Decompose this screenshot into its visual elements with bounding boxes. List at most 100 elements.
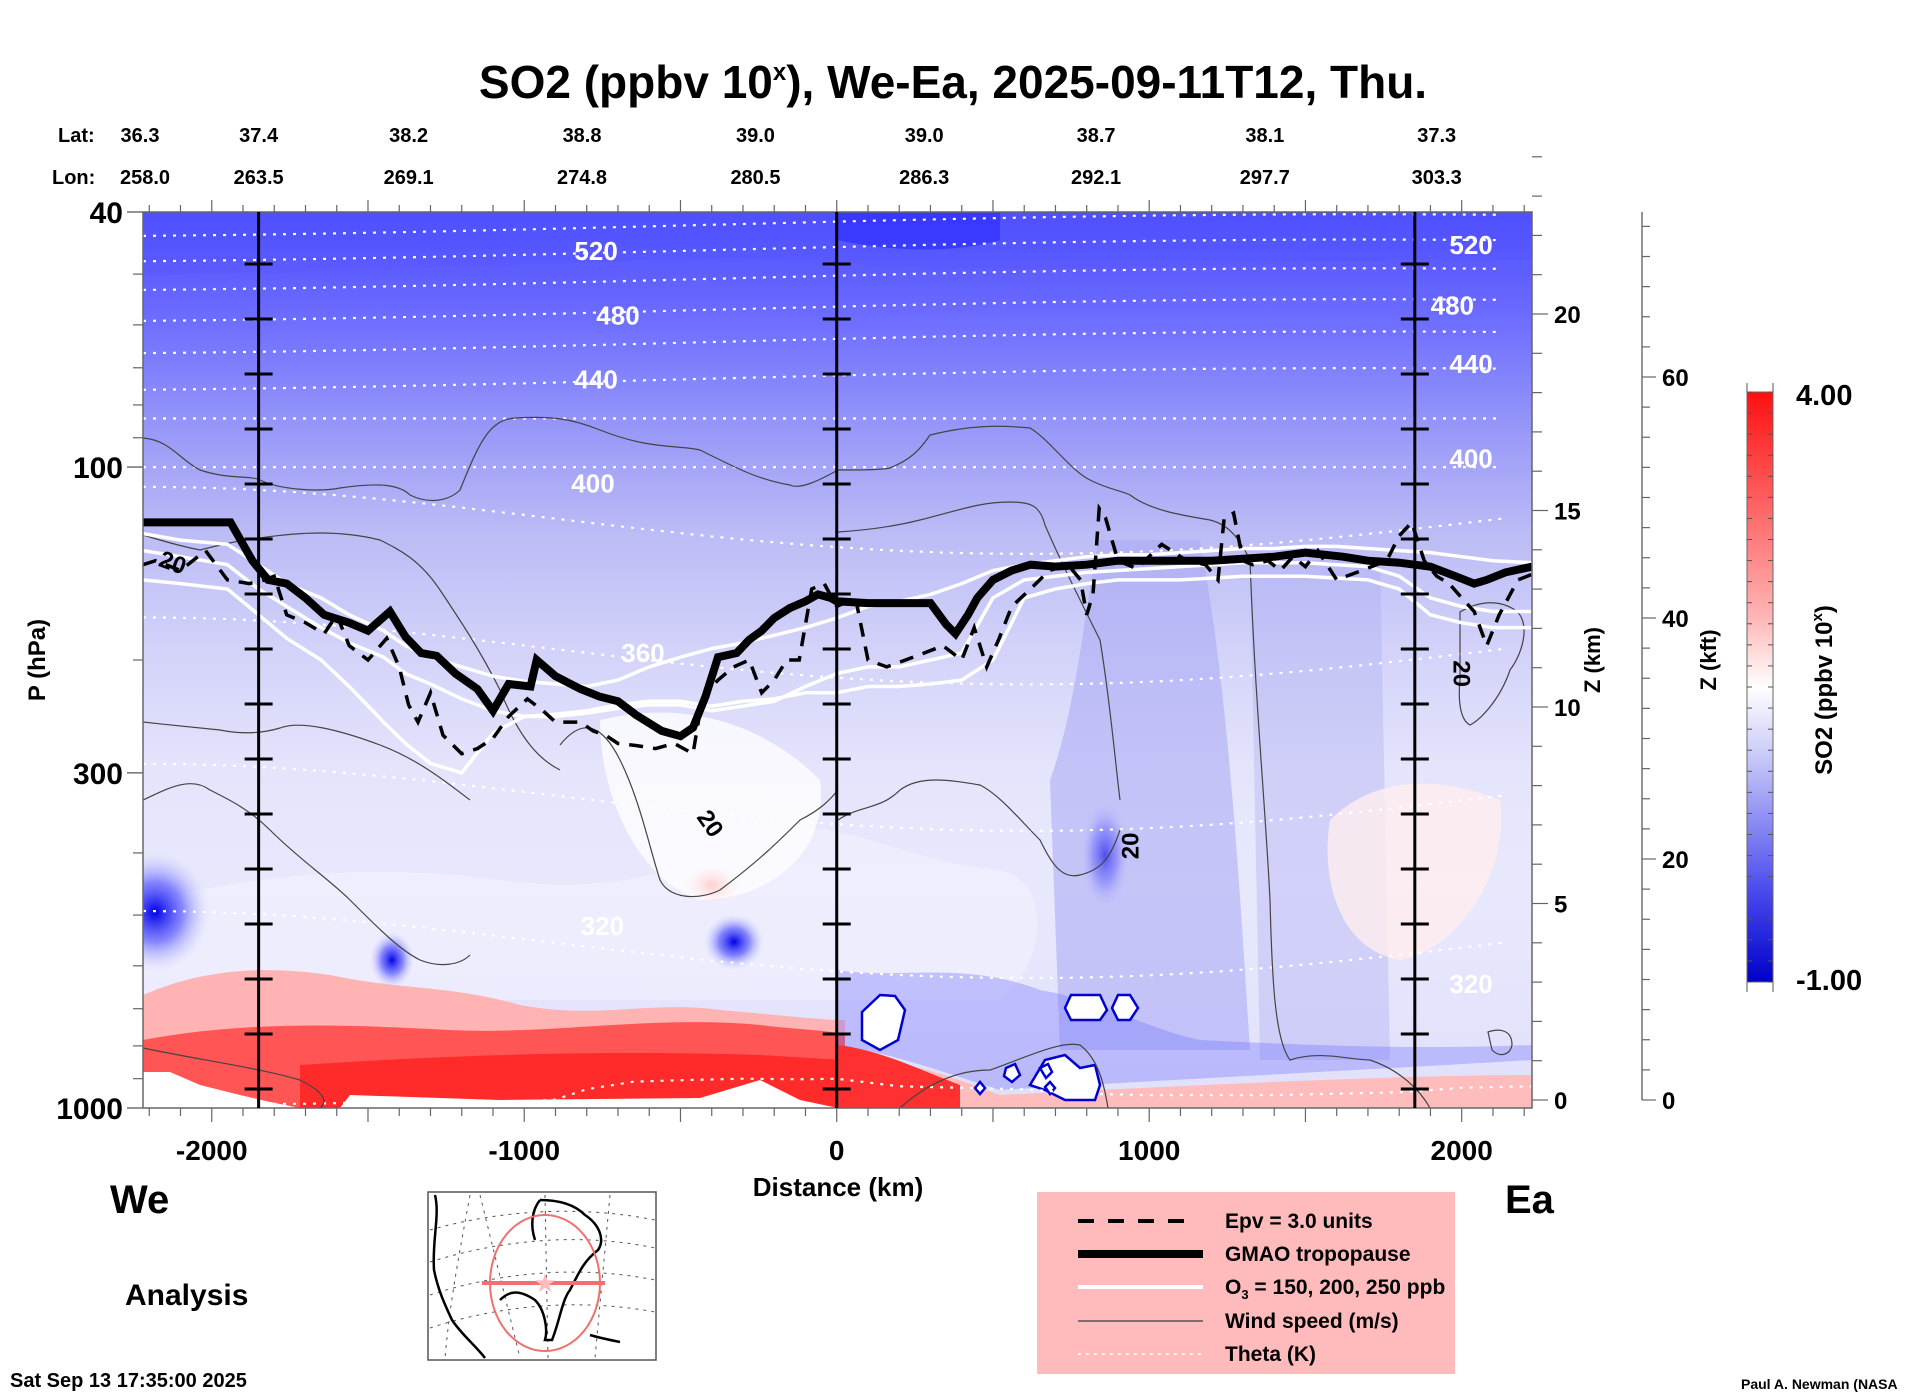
legend-background xyxy=(1037,1192,1455,1374)
missing-data-island xyxy=(1002,1062,1022,1084)
missing-data-island xyxy=(1110,993,1140,1022)
missing-data-terrain-west xyxy=(143,1072,300,1108)
theta-label: 320 xyxy=(1449,969,1492,999)
wind-contour-surface-west xyxy=(143,1047,325,1108)
z-km-axis-label: Z (km) xyxy=(1580,627,1605,693)
theta-contour-460 xyxy=(143,330,1503,355)
lat-label: Lat: xyxy=(58,125,95,147)
lon-value: 269.1 xyxy=(384,167,434,189)
p-tick-label: 40 xyxy=(90,197,123,230)
location-inset-map: ★ xyxy=(427,1191,657,1361)
colorbar: 4.00 -1.00 SO2 (ppbv 10x) xyxy=(1746,380,1862,997)
theta-label: 440 xyxy=(574,364,617,394)
missing-data-island xyxy=(1063,993,1109,1022)
lat-value: 38.2 xyxy=(389,125,428,147)
theta-label: 480 xyxy=(596,300,639,330)
chart-title: SO2 (ppbv 10x), We-Ea, 2025-09-11T12, Th… xyxy=(479,56,1427,108)
lon-value: 258.0 xyxy=(120,167,170,189)
so2-boundary-layer-east xyxy=(838,1059,1532,1108)
so2-pink-blob xyxy=(684,865,740,905)
lat-lon-header: 36.3 37.4 38.2 38.8 39.0 39.0 38.7 38.1 37.3 258.… xyxy=(120,125,1462,189)
theta-label: 360 xyxy=(621,638,664,668)
p-tick-label: 100 xyxy=(73,452,123,485)
inset-map-frame xyxy=(427,1191,657,1361)
theta-label: 520 xyxy=(1449,230,1492,260)
z-kft-tick-label: 60 xyxy=(1662,365,1689,392)
theta-label: 440 xyxy=(1449,349,1492,379)
legend: Epv = 3.0 units GMAO tropopause O3 = 150… xyxy=(1037,1192,1455,1374)
lon-value: 303.3 xyxy=(1412,167,1462,189)
missing-data-island xyxy=(1038,1062,1054,1081)
legend-label-tropopause: GMAO tropopause xyxy=(1225,1243,1411,1266)
timestamp: Sat Sep 13 17:35:00 2025 xyxy=(10,1370,247,1392)
x-tick-label: 2000 xyxy=(1431,1135,1493,1166)
lat-value: 38.1 xyxy=(1245,125,1284,147)
lat-value: 38.7 xyxy=(1077,125,1116,147)
missing-data-island xyxy=(860,993,907,1052)
theta-label: 320 xyxy=(581,911,624,941)
p-tick-label: 300 xyxy=(73,758,123,791)
theta-label: 400 xyxy=(1449,444,1492,474)
vertical-markers xyxy=(244,212,1429,1108)
x-tick-label: 0 xyxy=(829,1135,845,1166)
east-label: Ea xyxy=(1505,1178,1555,1222)
analysis-label: Analysis xyxy=(125,1279,248,1312)
lon-value: 274.8 xyxy=(557,167,607,189)
colorbar-max-label: 4.00 xyxy=(1796,380,1852,412)
wind-contour-jet-upper xyxy=(143,416,1251,561)
y-axis-label: P (hPa) xyxy=(24,619,51,701)
so2-blue-band-east xyxy=(838,970,1532,1090)
wind-speed-label: 20 xyxy=(1448,660,1475,687)
so2-min-patch xyxy=(838,212,1000,250)
so2-column-east xyxy=(1050,540,1250,1050)
legend-label-wind: Wind speed (m/s) xyxy=(1225,1310,1399,1333)
x-tick-label: -1000 xyxy=(488,1135,560,1166)
wind-contour-east xyxy=(837,501,1121,801)
p-tick-label: 1000 xyxy=(56,1093,123,1126)
wind-contour-20-center xyxy=(559,727,839,898)
theta-contour-520 xyxy=(143,238,1503,263)
legend-label-theta: Theta (K) xyxy=(1225,1343,1316,1366)
z-kft-tick-label: 40 xyxy=(1662,606,1689,633)
theta-contour-380 xyxy=(143,485,1503,556)
wind-contour-surface-east xyxy=(899,1043,1109,1108)
lon-value: 280.5 xyxy=(730,167,780,189)
wind-contour-mid-west xyxy=(143,721,471,801)
gmao-tropopause xyxy=(143,518,1532,741)
legend-label-epv: Epv = 3.0 units xyxy=(1225,1210,1373,1233)
inset-coastlines xyxy=(432,1194,621,1359)
theta-label: 520 xyxy=(574,236,617,266)
lat-value: 39.0 xyxy=(736,125,775,147)
theta-contour-440 xyxy=(143,367,1503,391)
tropopause-line xyxy=(143,518,1532,741)
lat-value: 39.0 xyxy=(905,125,944,147)
credit: Paul A. Newman (NASA xyxy=(1741,1376,1898,1392)
z-km-tick-label: 0 xyxy=(1554,1088,1567,1115)
so2-boundary-layer-east-core xyxy=(838,1045,960,1108)
theta-contour-340 xyxy=(143,762,1503,833)
lon-value: 292.1 xyxy=(1071,167,1121,189)
lat-value: 38.8 xyxy=(563,125,602,147)
colorbar-ticks xyxy=(1746,383,1774,992)
lon-value: 286.3 xyxy=(899,167,949,189)
z-kft-tick-label: 20 xyxy=(1662,847,1689,874)
lon-value: 263.5 xyxy=(234,167,284,189)
wind-contour-closed-small xyxy=(1487,1029,1513,1056)
lat-value: 37.3 xyxy=(1417,125,1456,147)
lon-value: 297.7 xyxy=(1240,167,1290,189)
theta-contour-540 xyxy=(143,213,1503,237)
axes: -2000 -1000 0 1000 2000 40 100 300 1000 0 5 10 15 20 0… xyxy=(56,156,1689,1166)
so2-column-east-2 xyxy=(1250,560,1390,1060)
missing-data-terrain xyxy=(340,1080,838,1108)
theta-contour-500 xyxy=(143,267,1503,291)
theta-contour-360 xyxy=(143,616,1503,686)
inset-center-star-icon: ★ xyxy=(533,1268,556,1298)
wind-contour-20-east xyxy=(837,779,1121,877)
wind-contour-low-west xyxy=(143,783,471,966)
missing-data-island xyxy=(973,1080,987,1096)
west-label: We xyxy=(110,1178,169,1222)
theta-label: 400 xyxy=(571,468,614,498)
z-kft-tick-label: 0 xyxy=(1662,1088,1675,1115)
z-km-tick-label: 10 xyxy=(1554,695,1581,722)
